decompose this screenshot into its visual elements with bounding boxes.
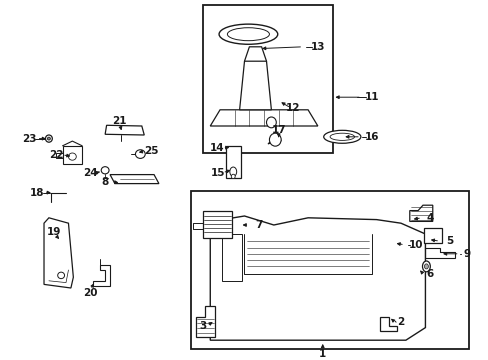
Text: 18: 18 <box>29 188 44 198</box>
Bar <box>424 228 441 243</box>
Polygon shape <box>105 125 144 135</box>
Text: 6: 6 <box>426 269 433 279</box>
Polygon shape <box>210 216 425 340</box>
Text: 19: 19 <box>46 227 61 237</box>
Polygon shape <box>425 248 454 258</box>
Bar <box>222 234 242 281</box>
Ellipse shape <box>269 133 281 146</box>
Text: 12: 12 <box>285 103 300 113</box>
Ellipse shape <box>45 135 52 142</box>
Text: 25: 25 <box>144 146 159 156</box>
Ellipse shape <box>229 167 236 176</box>
Ellipse shape <box>227 28 269 41</box>
Ellipse shape <box>323 130 360 143</box>
Text: 10: 10 <box>407 240 422 250</box>
Polygon shape <box>195 306 215 337</box>
Ellipse shape <box>329 133 354 140</box>
Polygon shape <box>62 146 82 164</box>
Polygon shape <box>44 218 73 288</box>
Text: 17: 17 <box>271 125 285 135</box>
Bar <box>190 191 468 349</box>
Text: 8: 8 <box>102 177 108 187</box>
Text: 24: 24 <box>83 168 98 178</box>
Bar <box>225 146 240 178</box>
Polygon shape <box>389 237 410 249</box>
Text: 16: 16 <box>364 132 378 142</box>
Polygon shape <box>93 265 110 286</box>
Text: 23: 23 <box>22 134 37 144</box>
Text: 9: 9 <box>463 249 469 259</box>
Ellipse shape <box>101 167 109 174</box>
Text: 14: 14 <box>210 143 224 153</box>
Polygon shape <box>203 211 232 238</box>
Text: 20: 20 <box>83 288 98 298</box>
Text: 3: 3 <box>199 321 206 331</box>
Ellipse shape <box>58 272 64 279</box>
Polygon shape <box>267 137 281 144</box>
Polygon shape <box>409 205 432 221</box>
Polygon shape <box>210 110 317 126</box>
Ellipse shape <box>47 137 50 140</box>
Ellipse shape <box>266 117 276 128</box>
Text: 5: 5 <box>446 236 452 246</box>
Text: 11: 11 <box>364 92 378 102</box>
Ellipse shape <box>68 153 76 160</box>
Polygon shape <box>239 61 271 110</box>
Text: 22: 22 <box>49 150 63 160</box>
Text: 4: 4 <box>426 213 433 223</box>
Ellipse shape <box>231 174 235 179</box>
Text: 13: 13 <box>310 42 325 52</box>
Ellipse shape <box>219 24 277 44</box>
Polygon shape <box>110 175 159 184</box>
Ellipse shape <box>424 264 427 269</box>
Polygon shape <box>380 317 396 331</box>
Text: 15: 15 <box>210 168 224 178</box>
Ellipse shape <box>422 261 429 272</box>
Text: 21: 21 <box>112 116 127 126</box>
Text: 7: 7 <box>255 220 263 230</box>
Bar <box>203 5 332 153</box>
Ellipse shape <box>135 150 145 158</box>
Text: 2: 2 <box>397 317 404 327</box>
Text: 1: 1 <box>319 348 325 359</box>
Ellipse shape <box>382 240 389 247</box>
